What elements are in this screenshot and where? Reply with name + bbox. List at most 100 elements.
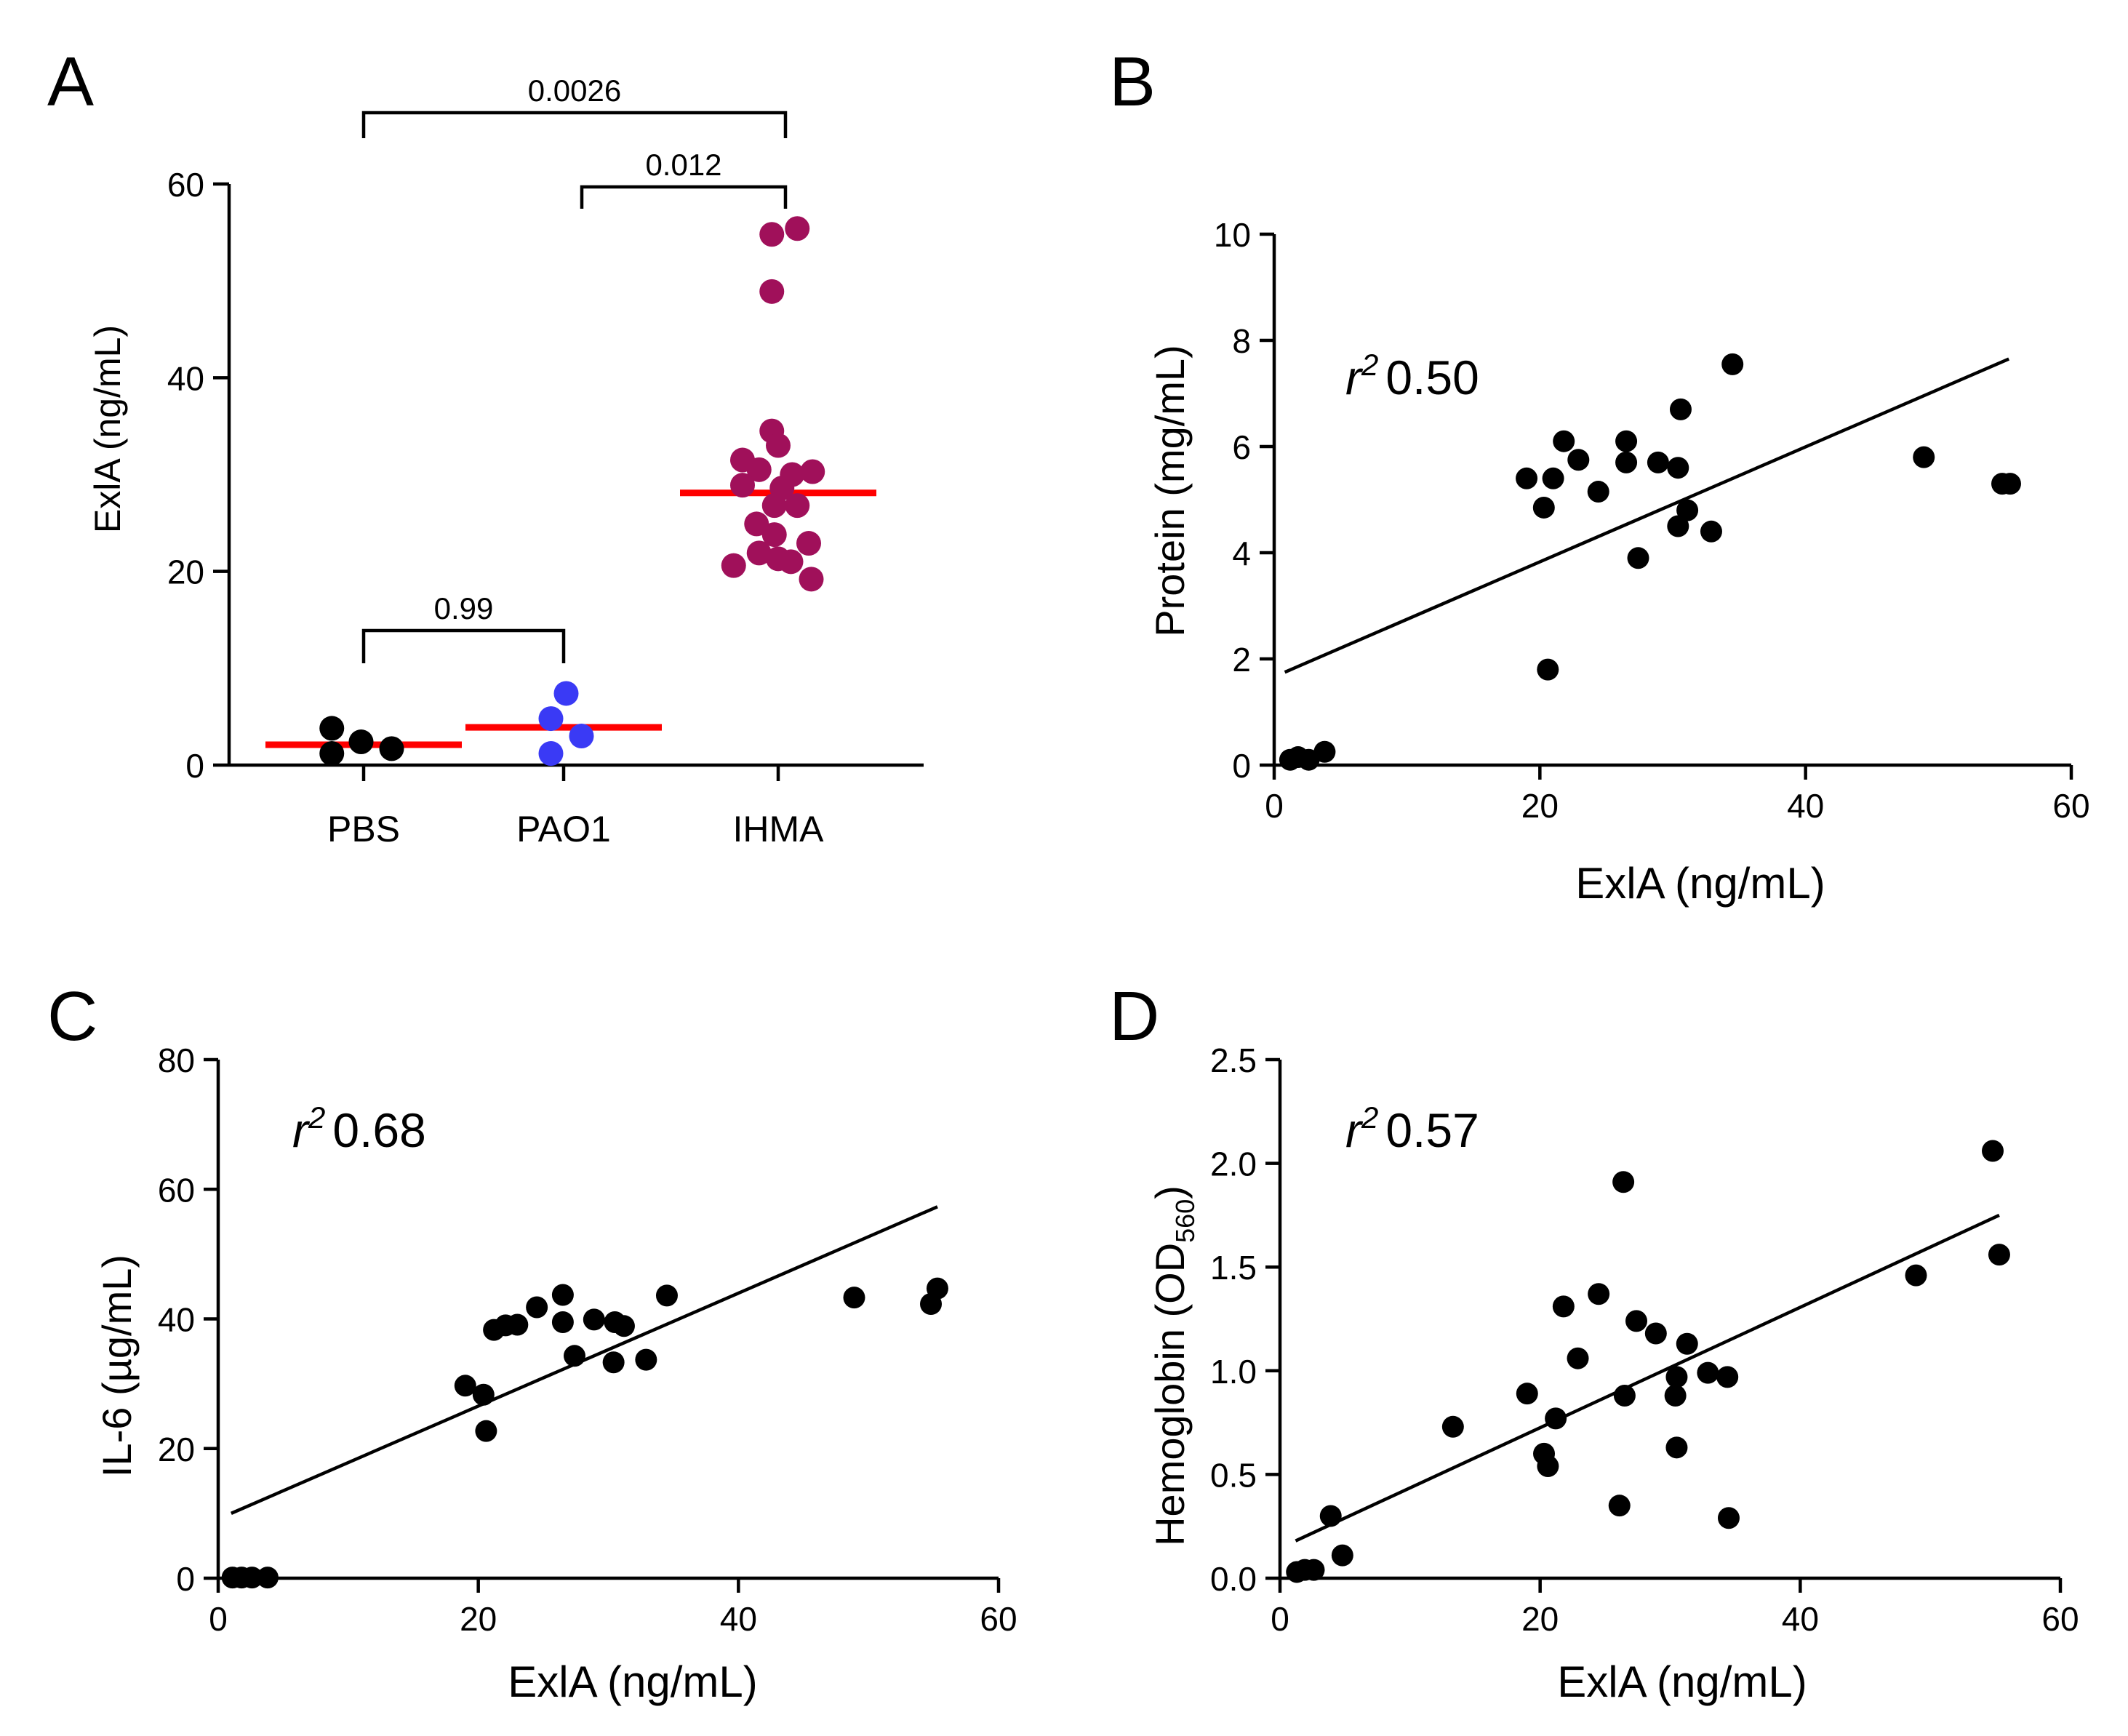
data-point (1537, 658, 1559, 681)
data-point (1676, 1332, 1698, 1355)
regression-line (230, 1205, 938, 1515)
significance-bracket (580, 185, 788, 209)
x-tick-label: 40 (720, 1600, 757, 1638)
data-point (319, 716, 345, 741)
data-point (1697, 1361, 1719, 1384)
y-tick-label: 0 (176, 1560, 195, 1598)
data-point (256, 1567, 279, 1589)
panel-d-y-label-end: ) (1147, 1185, 1193, 1199)
x-tick-label: 60 (2052, 787, 2089, 825)
panel-d-scatter: D 0.0 0.5 1.0 1.5 2.0 2.5 0 20 40 60 r2 0.57 Hemog… (1109, 977, 2079, 1706)
data-point (475, 1420, 497, 1442)
data-point (1716, 1366, 1739, 1388)
data-point (766, 433, 791, 458)
x-tick-label: 0 (209, 1600, 228, 1638)
data-point (1982, 1140, 2004, 1162)
panel-d-y-label-main: Hemoglobin (OD (1147, 1243, 1193, 1546)
data-point (1988, 1244, 2010, 1266)
data-point (746, 457, 772, 482)
data-point (1615, 451, 1638, 473)
panel-c-y-axis-label: IL-6 (µg/mL) (94, 1255, 140, 1477)
data-point (1612, 1171, 1635, 1193)
x-tick-label: 40 (1787, 787, 1824, 825)
y-tick-label: 0 (1232, 747, 1251, 785)
panel-a-y-tick-label: 60 (167, 166, 204, 204)
y-tick-label: 4 (1232, 535, 1251, 572)
panel-c-x-axis-label: ExlA (ng/mL) (508, 1657, 757, 1706)
data-point (1667, 457, 1689, 479)
panel-d-points (1286, 1140, 2010, 1583)
data-point (1567, 1347, 1589, 1369)
data-point (319, 741, 345, 767)
panel-d-y-axis-label: Hemoglobin (OD560) (1147, 1185, 1200, 1546)
panel-d-r-squared: r2 0.57 (1345, 1100, 1479, 1157)
data-point (1625, 1310, 1648, 1332)
data-point (612, 1315, 635, 1337)
data-point (1532, 496, 1555, 519)
panel-a-letter: A (47, 43, 94, 121)
x-tick-label: 0 (1271, 1600, 1289, 1638)
panel-a-x-tick-label: PBS (327, 809, 400, 849)
data-point (538, 741, 564, 767)
regression-line (1295, 1213, 2000, 1543)
data-point (1999, 473, 2021, 495)
x-tick-label: 20 (1521, 787, 1559, 825)
data-point (1313, 740, 1336, 763)
panel-b-axes: 0 2 4 6 8 10 0 20 40 60 (1214, 216, 2090, 825)
data-point (1441, 1415, 1464, 1438)
panel-a-x-tick-label: PAO1 (516, 809, 611, 849)
panel-c-points (221, 1277, 948, 1589)
x-tick-label: 60 (2041, 1600, 2079, 1638)
y-tick-label: 40 (158, 1301, 195, 1339)
data-point (778, 549, 804, 575)
y-tick-label: 6 (1232, 428, 1251, 466)
data-point (799, 567, 824, 592)
panel-a-y-tick-label: 0 (185, 747, 204, 785)
y-tick-label: 1.0 (1210, 1353, 1257, 1391)
x-tick-label: 60 (980, 1600, 1017, 1638)
data-point (1647, 451, 1669, 473)
y-tick-label: 80 (158, 1041, 195, 1079)
significance-bracket (361, 628, 566, 663)
data-point (1537, 1455, 1559, 1477)
y-tick-label: 20 (158, 1431, 195, 1468)
data-point (796, 531, 821, 556)
data-point (761, 522, 787, 548)
data-point (1721, 353, 1744, 375)
data-point (454, 1375, 476, 1397)
data-point (1669, 398, 1692, 420)
data-point (241, 1567, 263, 1589)
panel-c-axes: 0 20 40 60 80 0 20 40 60 (158, 1041, 1017, 1638)
data-point (1553, 430, 1575, 452)
data-point (1303, 1559, 1325, 1581)
data-point (1516, 467, 1538, 489)
data-point (583, 1308, 605, 1331)
panel-c-trendline (230, 1205, 938, 1515)
data-point (1667, 515, 1689, 537)
panel-a-dot-plot: A 0 20 40 60 PBS PAO1 IHMA 0.0026 0.012 0.99 Exl… (47, 43, 924, 849)
significance-bracket (361, 111, 788, 138)
y-tick-label: 2.0 (1210, 1145, 1257, 1183)
panel-b-x-axis-label: ExlA (ng/mL) (1575, 859, 1825, 908)
data-point (800, 459, 825, 484)
data-point (1588, 1283, 1610, 1305)
data-point (759, 279, 785, 304)
panel-a-y-tick-label: 40 (167, 359, 204, 397)
panel-c-letter: C (47, 977, 97, 1055)
data-point (1587, 481, 1609, 503)
data-point (553, 681, 579, 706)
data-point (1516, 1383, 1538, 1405)
data-point (746, 540, 772, 566)
y-tick-label: 1.5 (1210, 1249, 1257, 1287)
data-point (348, 729, 374, 755)
regression-line (1284, 357, 2010, 674)
data-point (926, 1277, 948, 1300)
data-point (655, 1284, 678, 1307)
data-point (730, 473, 755, 498)
y-tick-label: 60 (158, 1171, 195, 1209)
y-tick-label: 0.5 (1210, 1456, 1257, 1494)
panel-d-axes: 0.0 0.5 1.0 1.5 2.0 2.5 0 20 40 60 (1210, 1041, 2079, 1638)
data-point (759, 222, 785, 247)
data-point (551, 1284, 574, 1306)
